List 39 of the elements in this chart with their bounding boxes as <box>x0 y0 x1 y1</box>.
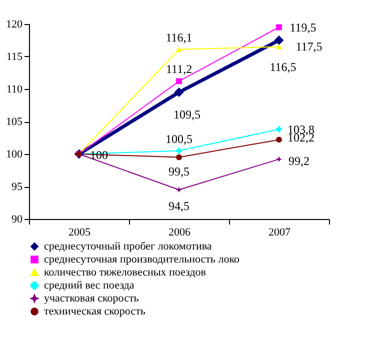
data-label: 111,2 <box>166 62 192 76</box>
legend-label: среднесуточная производительность локо <box>44 254 240 266</box>
point <box>276 126 282 132</box>
point <box>176 148 182 154</box>
point <box>276 44 282 50</box>
point <box>276 156 282 162</box>
point <box>276 136 282 143</box>
point <box>176 46 182 52</box>
y-tick-label: 90 <box>12 214 23 226</box>
data-label: 99,5 <box>168 164 190 178</box>
point <box>176 154 182 160</box>
point <box>276 24 282 30</box>
y-tick-label: 115 <box>6 51 23 63</box>
data-label: 119,5 <box>290 20 316 34</box>
point <box>176 186 182 193</box>
y-tick-label: 110 <box>6 84 23 96</box>
y-tick-label: 95 <box>12 181 23 193</box>
legend-label: среднесуточный пробег локомотива <box>44 240 212 252</box>
y-tick-label: 105 <box>6 116 23 128</box>
x-tick-label: 2006 <box>168 226 191 238</box>
data-label: 99,2 <box>288 154 310 168</box>
legend-label: техническая скорость <box>44 306 146 318</box>
data-label: 100,5 <box>166 132 192 146</box>
y-tick-label: 100 <box>6 148 23 160</box>
data-label: 117,5 <box>296 39 322 54</box>
x-tick-label: 2005 <box>68 226 91 238</box>
data-label: 109,5 <box>174 107 200 122</box>
point <box>174 88 184 97</box>
y-tick-label: 120 <box>6 18 23 30</box>
legend-label: количество тяжеловесных поездов <box>44 266 206 278</box>
legend-label: участковая скорость <box>44 292 139 304</box>
data-label: 103,8 <box>288 122 314 136</box>
point <box>274 36 284 45</box>
data-label: 94,5 <box>168 198 190 213</box>
legend-label: средний вес поезда <box>44 280 134 292</box>
x-tick-label: 2007 <box>268 226 291 238</box>
data-label: 116,5 <box>270 60 296 74</box>
data-label: 116,1 <box>166 30 192 44</box>
point <box>176 78 182 84</box>
